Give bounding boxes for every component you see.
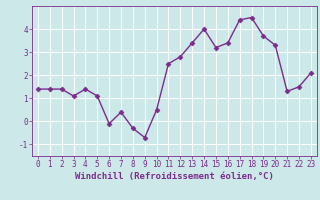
X-axis label: Windchill (Refroidissement éolien,°C): Windchill (Refroidissement éolien,°C) <box>75 172 274 181</box>
